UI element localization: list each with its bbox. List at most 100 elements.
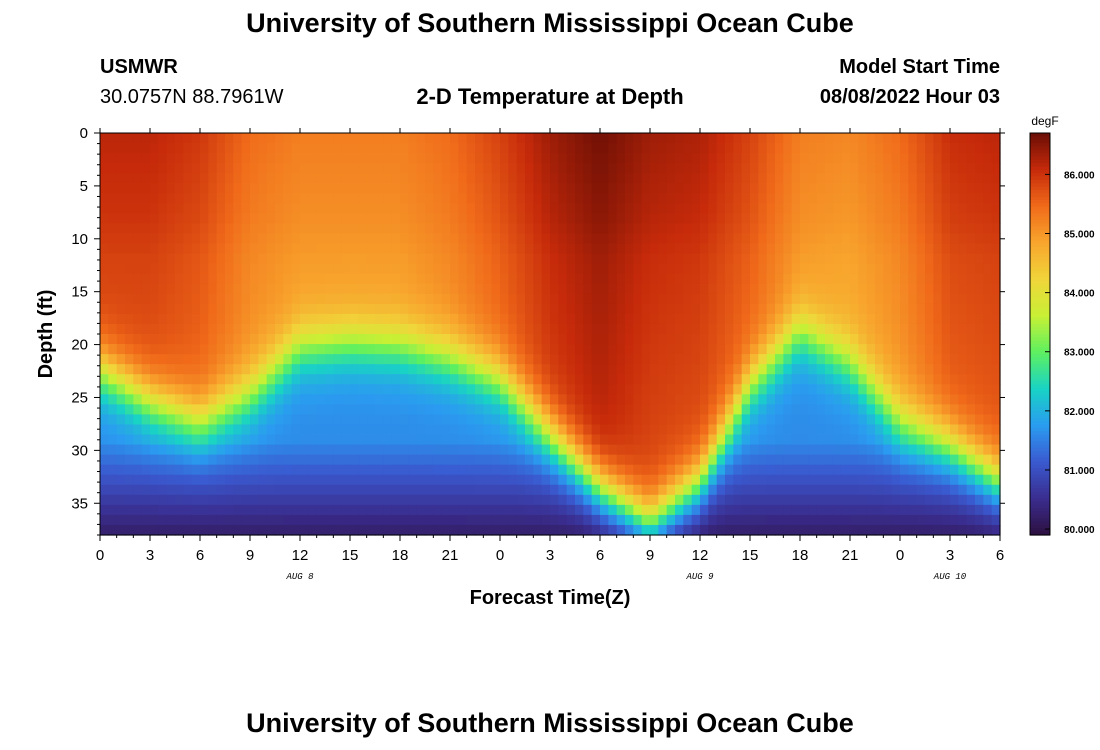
heatmap-cell [283, 183, 293, 194]
heatmap-cell [583, 153, 593, 164]
heatmap-cell [441, 163, 451, 174]
heatmap-cell [733, 243, 743, 255]
heatmap-cell [208, 454, 218, 466]
heatmap-cell [641, 454, 651, 466]
heatmap-cell [358, 464, 368, 476]
heatmap-cell [225, 203, 234, 214]
heatmap-cell [250, 283, 259, 295]
heatmap-cell [691, 404, 701, 415]
heatmap-cell [358, 394, 368, 405]
colorbar-step [1030, 260, 1050, 265]
heatmap-cell [175, 484, 184, 496]
heatmap-cell [358, 213, 368, 225]
heatmap-cell [366, 424, 376, 436]
heatmap-cell [208, 474, 218, 486]
heatmap-cell [433, 183, 443, 194]
heatmap-cell [675, 364, 684, 375]
heatmap-cell [891, 163, 901, 174]
heatmap-cell [425, 193, 434, 204]
heatmap-cell [566, 494, 576, 506]
heatmap-cell [866, 464, 876, 476]
heatmap-cell [591, 153, 601, 164]
heatmap-cell [766, 494, 776, 506]
heatmap-cell [966, 323, 976, 335]
heatmap-cell [158, 273, 168, 285]
heatmap-cell [983, 143, 993, 154]
heatmap-cell [466, 203, 476, 214]
heatmap-cell [850, 283, 859, 295]
heatmap-cell [225, 243, 234, 255]
heatmap-cell [591, 163, 601, 174]
heatmap-cell [458, 474, 468, 486]
heatmap-cell [325, 263, 334, 275]
heatmap-cell [433, 444, 443, 456]
heatmap-cell [108, 474, 118, 486]
heatmap-cell [375, 253, 384, 265]
heatmap-cell [275, 344, 284, 355]
heatmap-cell [200, 293, 209, 305]
heatmap-cell [225, 143, 234, 154]
heatmap-cell [591, 374, 601, 385]
heatmap-cell [683, 404, 693, 415]
heatmap-cell [608, 133, 618, 144]
heatmap-cell [225, 163, 234, 174]
heatmap-cell [258, 253, 268, 265]
heatmap-cell [516, 293, 526, 305]
heatmap-cell [991, 163, 1001, 174]
heatmap-cell [958, 424, 968, 436]
heatmap-cell [358, 354, 368, 365]
heatmap-cell [250, 223, 259, 235]
heatmap-cell [308, 484, 318, 496]
heatmap-cell [808, 133, 818, 144]
heatmap-cell [675, 183, 684, 194]
heatmap-cell [725, 354, 734, 365]
heatmap-cell [333, 183, 343, 194]
heatmap-cell [591, 524, 601, 536]
heatmap-cell [550, 183, 559, 194]
heatmap-cell [550, 374, 559, 385]
heatmap-cell [341, 203, 351, 214]
heatmap-cell [966, 484, 976, 496]
heatmap-cell [333, 334, 343, 345]
heatmap-cell [216, 293, 226, 305]
heatmap-cell [308, 414, 318, 426]
colorbar-step [1030, 508, 1050, 513]
heatmap-cell [516, 133, 526, 144]
heatmap-cell [808, 253, 818, 265]
heatmap-cell [608, 474, 618, 486]
heatmap-cell [758, 233, 768, 245]
heatmap-cell [816, 203, 826, 214]
heatmap-cell [583, 434, 593, 446]
heatmap-cell [625, 334, 634, 345]
heatmap-cell [600, 153, 609, 164]
heatmap-cell [700, 273, 709, 285]
heatmap-cell [225, 424, 234, 436]
heatmap-cell [141, 253, 151, 265]
heatmap-cell [608, 424, 618, 436]
heatmap-cell [591, 444, 601, 456]
heatmap-cell [875, 133, 884, 144]
heatmap-cell [991, 524, 1001, 536]
heatmap-cell [483, 454, 493, 466]
heatmap-cell [458, 394, 468, 405]
heatmap-cell [825, 313, 834, 325]
heatmap-cell [825, 474, 834, 486]
heatmap-cell [766, 213, 776, 225]
heatmap-cell [750, 183, 759, 194]
heatmap-cell [800, 404, 809, 415]
heatmap-cell [508, 323, 518, 335]
heatmap-cell [741, 153, 751, 164]
heatmap-cell [241, 394, 251, 405]
heatmap-cell [508, 434, 518, 446]
heatmap-cell [875, 313, 884, 325]
heatmap-cell [433, 384, 443, 395]
heatmap-cell [891, 464, 901, 476]
heatmap-cell [750, 374, 759, 385]
heatmap-cell [408, 514, 418, 526]
heatmap-cell [858, 364, 868, 375]
heatmap-cell [958, 394, 968, 405]
heatmap-cell [850, 504, 859, 516]
heatmap-cell [733, 303, 743, 315]
heatmap-cell [758, 173, 768, 184]
heatmap-cell [141, 243, 151, 255]
